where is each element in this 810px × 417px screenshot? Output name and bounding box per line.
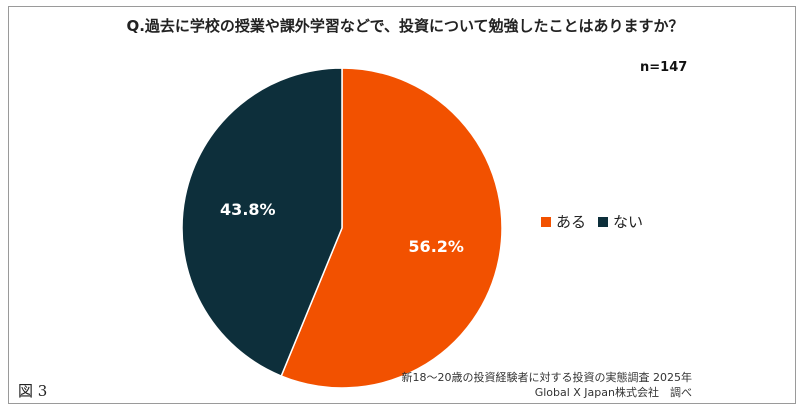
figure-label: 図 3 — [18, 382, 48, 400]
legend-item-nai: ない — [598, 211, 643, 232]
pie-slice-nai — [181, 67, 343, 377]
legend: ある ない — [541, 211, 655, 232]
source-line-2: Global X Japan株式会社 調べ — [534, 386, 692, 399]
sample-size-label: n=147 — [640, 60, 688, 75]
chart-frame — [8, 6, 796, 404]
data-label-nai: 43.8% — [220, 200, 276, 219]
data-label-aru: 56.2% — [408, 237, 464, 256]
source-note: 新18～20歳の投資経験者に対する投資の実態調査 2025年 Global X … — [402, 370, 692, 400]
pie-slice-aru — [280, 67, 503, 389]
source-line-1: 新18～20歳の投資経験者に対する投資の実態調査 2025年 — [401, 371, 692, 384]
legend-label-nai: ない — [613, 213, 644, 231]
legend-label-aru: ある — [556, 213, 587, 231]
pie-slices: 56.2% 43.8% — [181, 67, 503, 389]
legend-item-aru: ある — [541, 211, 586, 232]
legend-swatch-aru — [541, 216, 551, 227]
chart-title: Q.過去に学校の授業や課外学習などで、投資について勉強したことはありますか？ — [126, 17, 684, 35]
legend-swatch-nai — [598, 216, 609, 227]
